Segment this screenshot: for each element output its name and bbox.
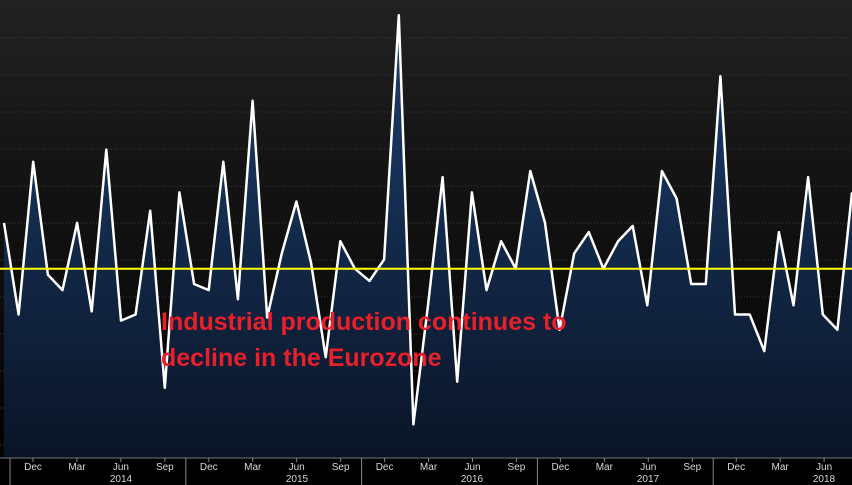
x-tick-label: Sep: [683, 462, 701, 473]
x-tick-label: Mar: [772, 462, 790, 473]
x-tick-label: Dec: [727, 462, 745, 473]
year-label: 2018: [813, 474, 836, 485]
x-tick-label: Jun: [816, 462, 832, 473]
x-tick-label: Dec: [24, 462, 42, 473]
x-tick-label: Jun: [289, 462, 305, 473]
year-label: 2014: [110, 474, 133, 485]
x-tick-label: Mar: [68, 462, 86, 473]
x-tick-label: Dec: [200, 462, 218, 473]
x-tick-label: Dec: [552, 462, 570, 473]
series-line: [2, 14, 852, 426]
x-tick-label: Mar: [596, 462, 614, 473]
x-tick-label: Jun: [113, 462, 129, 473]
year-label: 2016: [461, 474, 484, 485]
annotation-line-1: Industrial production continues to: [161, 308, 567, 336]
x-tick-label: Mar: [244, 462, 262, 473]
x-tick-label: Mar: [420, 462, 438, 473]
x-tick-label: Jun: [640, 462, 656, 473]
x-tick-label: Sep: [508, 462, 526, 473]
x-axis: Dec Mar Jun Sep Dec Mar Jun Sep Dec Mar Jun Sep Dec M…: [0, 457, 852, 485]
year-label: 2015: [286, 474, 309, 485]
area-fill: [4, 15, 852, 459]
x-tick-label: Jun: [464, 462, 480, 473]
x-tick-label: Sep: [332, 462, 350, 473]
x-tick-label: Sep: [156, 462, 174, 473]
x-tick-label: Dec: [376, 462, 394, 473]
year-label: 2017: [637, 474, 660, 485]
annotation-line-2: decline in the Eurozone: [161, 344, 442, 372]
annotation: Industrial production continues to decli…: [161, 304, 567, 376]
